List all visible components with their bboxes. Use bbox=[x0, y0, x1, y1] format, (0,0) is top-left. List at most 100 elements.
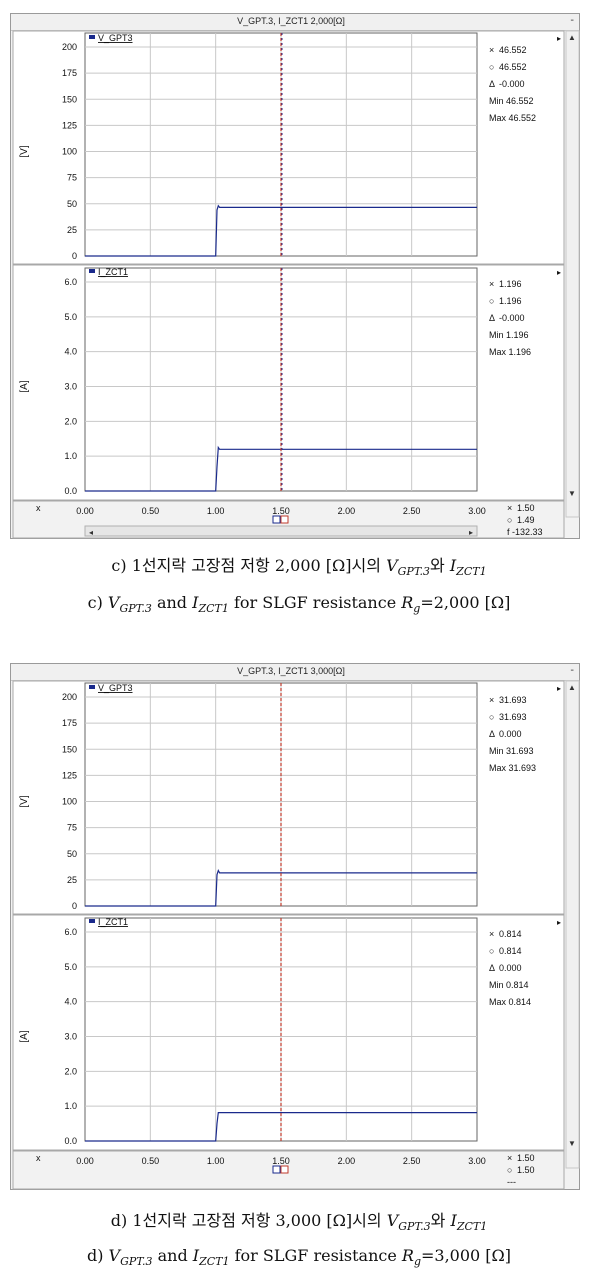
cursor-marker-x[interactable] bbox=[272, 515, 281, 524]
chart-3000: ▲ ▼ V_GPT3 ▸ [V] 0 25 50 75 100 125 150 175 200 × 31.69… bbox=[12, 680, 580, 1190]
stat-min: Min 0.814 bbox=[489, 980, 529, 990]
x-tick-label: 3.00 bbox=[468, 1156, 486, 1166]
cursor-x-icon: × bbox=[489, 279, 494, 289]
y-axis-label: [V] bbox=[19, 145, 30, 157]
x-tick-label: 0.50 bbox=[142, 506, 160, 516]
horizontal-scrollbar[interactable] bbox=[84, 525, 478, 537]
readout-o-value: 1.50 bbox=[517, 1165, 535, 1175]
stat-min: Min 46.552 bbox=[489, 96, 534, 106]
y-tick-label: 125 bbox=[62, 770, 77, 780]
stat-min: Min 31.693 bbox=[489, 746, 534, 756]
delta-icon: Δ bbox=[489, 729, 495, 739]
cursor-o-icon: ○ bbox=[489, 62, 494, 72]
y-tick-label: 0 bbox=[72, 901, 77, 911]
y-tick-label: 200 bbox=[62, 692, 77, 702]
y-tick-label: 4.0 bbox=[64, 347, 77, 357]
cursor-marker-o[interactable] bbox=[280, 1165, 289, 1174]
caption-v-subscript: GPT.3 bbox=[397, 565, 431, 579]
y-tick-label: 175 bbox=[62, 718, 77, 728]
delta-icon: Δ bbox=[489, 963, 495, 973]
caption-v-symbol: V bbox=[107, 593, 120, 612]
readout-o-icon: ○ bbox=[507, 515, 512, 525]
y-tick-label: 1.0 bbox=[64, 1101, 77, 1111]
cursor-o-icon: ○ bbox=[489, 296, 494, 306]
cursor-x-icon: × bbox=[489, 929, 494, 939]
caption-text: for SLGF resistance bbox=[228, 593, 402, 612]
caption-text: 와 bbox=[430, 1211, 451, 1230]
x-tick-label: 1.50 bbox=[272, 506, 290, 516]
caption-text: c) bbox=[87, 593, 108, 612]
panel-expand-arrow[interactable]: ▸ bbox=[557, 34, 561, 43]
y-tick-label: 75 bbox=[67, 823, 77, 833]
cursor-marker-x[interactable] bbox=[272, 1165, 281, 1174]
caption-kr-2000: c) 1선지락 고장점 저항 2,000 [Ω]시의 VGPT.3와 IZCT1 bbox=[0, 552, 598, 578]
caption-r-symbol: R bbox=[401, 1246, 414, 1265]
scroll-down-arrow[interactable]: ▼ bbox=[568, 489, 576, 498]
y-tick-label: 150 bbox=[62, 744, 77, 754]
stat-x-value: 46.552 bbox=[499, 45, 527, 55]
readout-f-value: f -132.33 bbox=[507, 527, 543, 537]
caption-i-subscript: ZCT1 bbox=[199, 1255, 230, 1269]
scroll-down-arrow[interactable]: ▼ bbox=[568, 1139, 576, 1148]
vertical-scrollbar[interactable] bbox=[565, 680, 580, 1169]
readout-x-value: 1.50 bbox=[517, 1153, 535, 1163]
y-tick-label: 50 bbox=[67, 849, 77, 859]
caption-text: for SLGF resistance bbox=[229, 1246, 402, 1265]
cursor-marker-o[interactable] bbox=[280, 515, 289, 524]
scroll-up-arrow[interactable]: ▲ bbox=[568, 683, 576, 692]
scroll-right-arrow[interactable]: ▸ bbox=[469, 528, 473, 537]
chart-2000: ▲ ▼ V_GPT3 ▸ [V] 0 25 50 75 100 125 150 175 200 × 46.55… bbox=[12, 30, 580, 539]
x-tick-label: 0.50 bbox=[142, 1156, 160, 1166]
y-tick-label: 0.0 bbox=[64, 1136, 77, 1146]
legend-swatch bbox=[89, 269, 95, 273]
cursor-o-icon: ○ bbox=[489, 712, 494, 722]
panel-expand-arrow[interactable]: ▸ bbox=[557, 268, 561, 277]
x-tick-label: 2.00 bbox=[338, 1156, 356, 1166]
y-tick-label: 6.0 bbox=[64, 927, 77, 937]
cursor-x-icon: × bbox=[489, 695, 494, 705]
readout-o-value: 1.49 bbox=[517, 515, 535, 525]
y-tick-label: 3.0 bbox=[64, 382, 77, 392]
x-tick-label: 1.50 bbox=[272, 1156, 290, 1166]
panel-expand-arrow[interactable]: ▸ bbox=[557, 918, 561, 927]
y-tick-label: 6.0 bbox=[64, 277, 77, 287]
y-tick-label: 150 bbox=[62, 94, 77, 104]
caption-v-symbol: V bbox=[386, 556, 398, 575]
plot-title: V_GPT.3, I_ZCT1 3,000[Ω] bbox=[237, 666, 345, 676]
y-tick-label: 100 bbox=[62, 797, 77, 807]
stat-delta-value: 0.000 bbox=[499, 963, 522, 973]
minimize-button[interactable]: - bbox=[570, 15, 574, 26]
legend-label: V_GPT3 bbox=[98, 33, 133, 43]
caption-r-subscript: g bbox=[413, 1255, 421, 1269]
stat-min: Min 1.196 bbox=[489, 330, 529, 340]
caption-kr-3000: d) 1선지락 고장점 저항 3,000 [Ω]시의 VGPT.3와 IZCT1 bbox=[0, 1207, 598, 1233]
legend-swatch bbox=[89, 685, 95, 689]
stat-o-value: 46.552 bbox=[499, 62, 527, 72]
legend-swatch bbox=[89, 919, 95, 923]
readout-f-value: --- bbox=[507, 1177, 516, 1187]
caption-v-subscript: GPT.3 bbox=[119, 602, 152, 616]
caption-v-subscript: GPT.3 bbox=[398, 1220, 431, 1234]
plot-window-2000: V_GPT.3, I_ZCT1 2,000[Ω] - ▲ ▼ V_GPT3 ▸ [V] 0… bbox=[10, 13, 580, 539]
minimize-button[interactable]: - bbox=[570, 665, 574, 676]
x-axis-symbol: x bbox=[36, 1153, 41, 1163]
legend-label: V_GPT3 bbox=[98, 683, 133, 693]
caption-text: c) 1선지락 고장점 저항 2,000 [Ω]시의 bbox=[111, 556, 387, 575]
vertical-scrollbar[interactable] bbox=[565, 30, 580, 518]
caption-r-symbol: R bbox=[401, 593, 414, 612]
scroll-left-arrow[interactable]: ◂ bbox=[89, 528, 93, 537]
panel-expand-arrow[interactable]: ▸ bbox=[557, 684, 561, 693]
stat-x-value: 31.693 bbox=[499, 695, 527, 705]
y-axis-label: [V] bbox=[19, 795, 30, 807]
scroll-up-arrow[interactable]: ▲ bbox=[568, 33, 576, 42]
caption-i-symbol: I bbox=[449, 556, 457, 575]
y-tick-label: 100 bbox=[62, 147, 77, 157]
x-tick-label: 0.00 bbox=[76, 506, 94, 516]
readout-x-value: 1.50 bbox=[517, 503, 535, 513]
delta-icon: Δ bbox=[489, 313, 495, 323]
stat-x-value: 0.814 bbox=[499, 929, 522, 939]
y-tick-label: 0.0 bbox=[64, 486, 77, 496]
caption-text: and bbox=[152, 1246, 193, 1265]
y-tick-label: 2.0 bbox=[64, 1066, 77, 1076]
delta-icon: Δ bbox=[489, 79, 495, 89]
